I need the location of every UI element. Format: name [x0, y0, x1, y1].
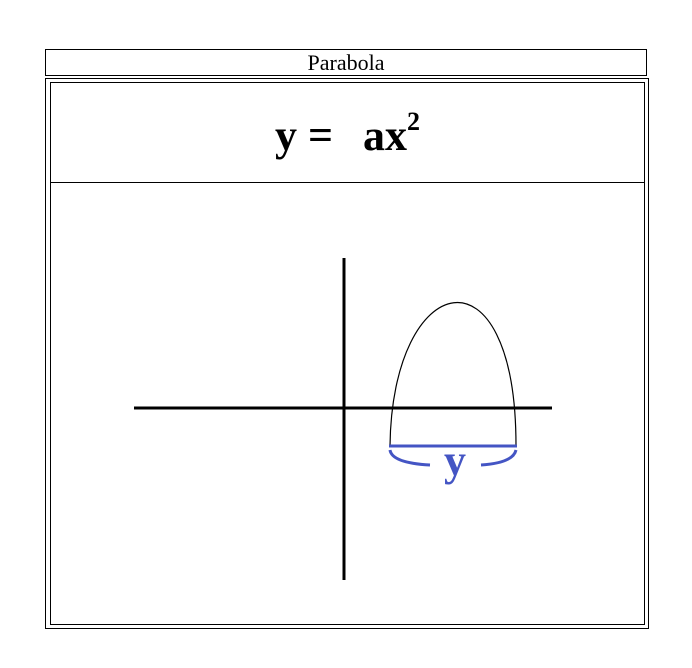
brace-right — [480, 449, 518, 467]
equation: y = ax2 — [50, 106, 645, 166]
title-text: Parabola — [307, 50, 385, 75]
brace-left — [388, 449, 431, 467]
outer-frame — [45, 78, 649, 629]
title-bar: Parabola — [45, 49, 647, 76]
measure-label: y — [444, 436, 466, 485]
equation-exponent: 2 — [407, 107, 421, 136]
equation-rhs: ax — [363, 111, 408, 160]
inner-frame — [50, 82, 645, 625]
equation-lhs: y = — [274, 111, 334, 160]
parabola-curve — [389, 301, 517, 447]
equation-divider — [50, 182, 645, 183]
